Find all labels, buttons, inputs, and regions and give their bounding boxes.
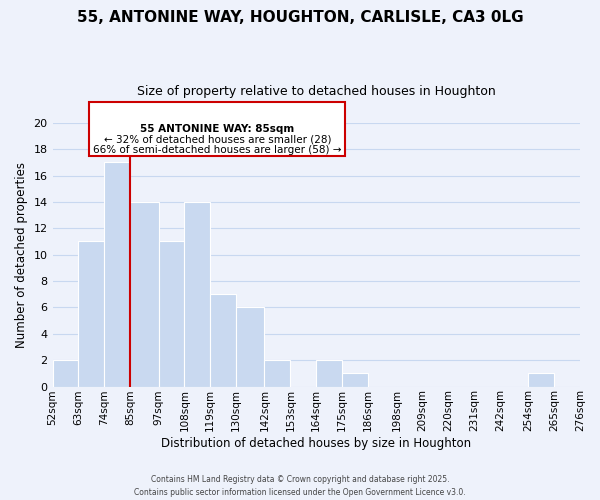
Bar — [265, 360, 290, 386]
Bar — [236, 308, 265, 386]
Title: Size of property relative to detached houses in Houghton: Size of property relative to detached ho… — [137, 85, 496, 98]
Bar — [158, 242, 184, 386]
Bar — [130, 202, 158, 386]
Y-axis label: Number of detached properties: Number of detached properties — [15, 162, 28, 348]
Bar — [528, 374, 554, 386]
Bar — [184, 202, 211, 386]
Bar — [89, 102, 345, 156]
X-axis label: Distribution of detached houses by size in Houghton: Distribution of detached houses by size … — [161, 437, 472, 450]
Bar — [79, 242, 104, 386]
Text: 66% of semi-detached houses are larger (58) →: 66% of semi-detached houses are larger (… — [93, 146, 341, 156]
Bar — [53, 360, 79, 386]
Text: 55 ANTONINE WAY: 85sqm: 55 ANTONINE WAY: 85sqm — [140, 124, 295, 134]
Bar — [104, 162, 130, 386]
Text: 55, ANTONINE WAY, HOUGHTON, CARLISLE, CA3 0LG: 55, ANTONINE WAY, HOUGHTON, CARLISLE, CA… — [77, 10, 523, 25]
Text: ← 32% of detached houses are smaller (28): ← 32% of detached houses are smaller (28… — [104, 135, 331, 145]
Bar — [316, 360, 342, 386]
Bar — [342, 374, 368, 386]
Bar — [211, 294, 236, 386]
Text: Contains public sector information licensed under the Open Government Licence v3: Contains public sector information licen… — [134, 488, 466, 497]
Text: Contains HM Land Registry data © Crown copyright and database right 2025.: Contains HM Land Registry data © Crown c… — [151, 476, 449, 484]
